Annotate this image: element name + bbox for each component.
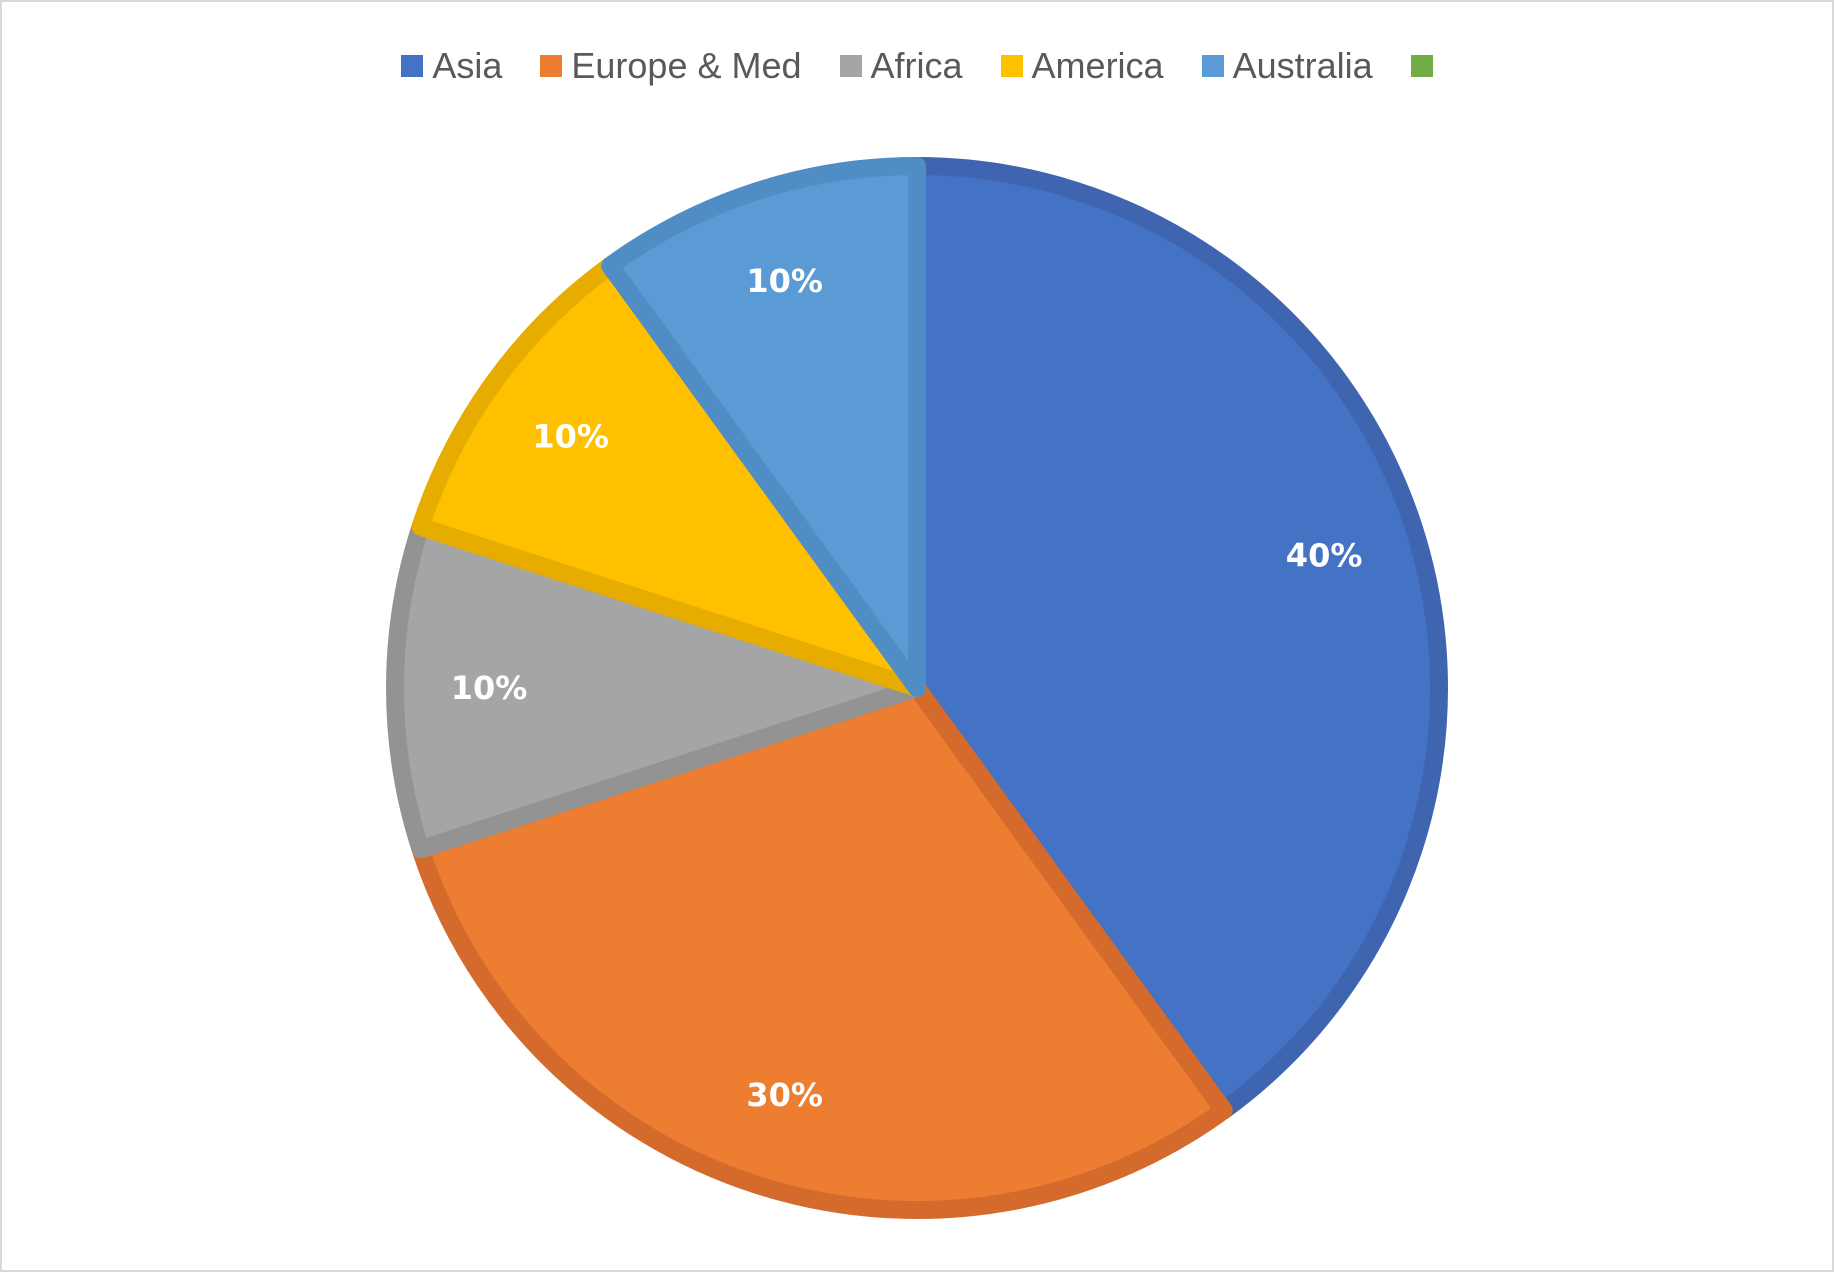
legend-swatch	[540, 55, 563, 77]
pie-slice	[601, 157, 926, 697]
slice-data-label: 10%	[746, 262, 823, 300]
legend-entry: America	[1000, 38, 1164, 94]
slice-data-label: 40%	[1286, 537, 1363, 575]
legend-swatch	[1201, 55, 1224, 77]
legend-entry: Europe & Med	[540, 38, 802, 94]
slice-data-label: 10%	[451, 669, 528, 707]
legend-swatch	[1410, 55, 1433, 77]
pie-slice	[386, 517, 926, 859]
legend-label: Asia	[432, 45, 503, 86]
legend-swatch	[839, 55, 862, 77]
legend-entry: Africa	[839, 38, 963, 94]
pie-slice	[411, 256, 926, 697]
legend-swatch	[1000, 55, 1023, 77]
legend-label: America	[1031, 45, 1164, 86]
slice-data-label: 30%	[746, 1076, 823, 1114]
legend-entry: Australia	[1201, 38, 1373, 94]
legend-label: Europe & Med	[571, 45, 802, 86]
legend-swatch	[401, 55, 424, 77]
slice-data-label: 10%	[532, 417, 609, 455]
legend-entry: Asia	[401, 38, 502, 94]
legend-label: Africa	[870, 45, 963, 86]
legend-label: Australia	[1232, 45, 1373, 86]
legend-entry	[1410, 55, 1433, 77]
pie-slice	[411, 679, 1233, 1219]
pie-slice	[908, 157, 1448, 1120]
legend: Asia Europe & Med Africa America Australia	[0, 38, 1834, 94]
